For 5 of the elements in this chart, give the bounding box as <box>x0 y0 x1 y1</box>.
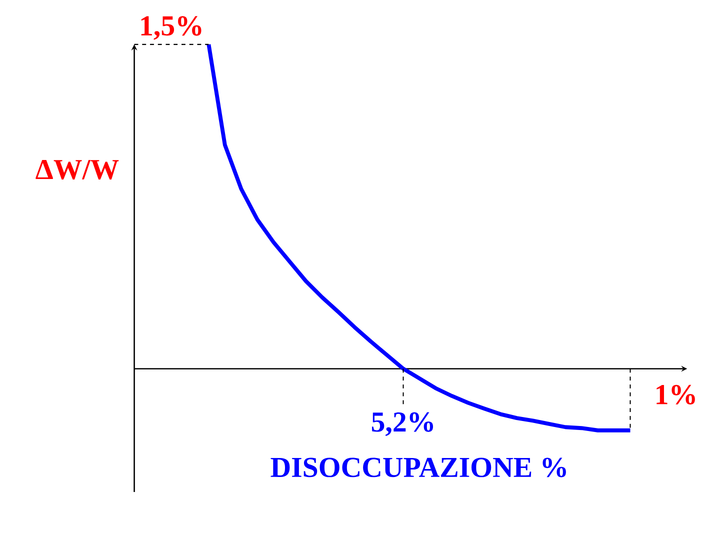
text: 1,5% <box>141 16 202 40</box>
annotation: 5,2% <box>372 412 434 436</box>
text: 1% <box>656 385 695 405</box>
x-axis-title: DISOCCUPAZIONE % <box>270 458 566 478</box>
y-axis-title: ΔW/W <box>36 160 119 180</box>
